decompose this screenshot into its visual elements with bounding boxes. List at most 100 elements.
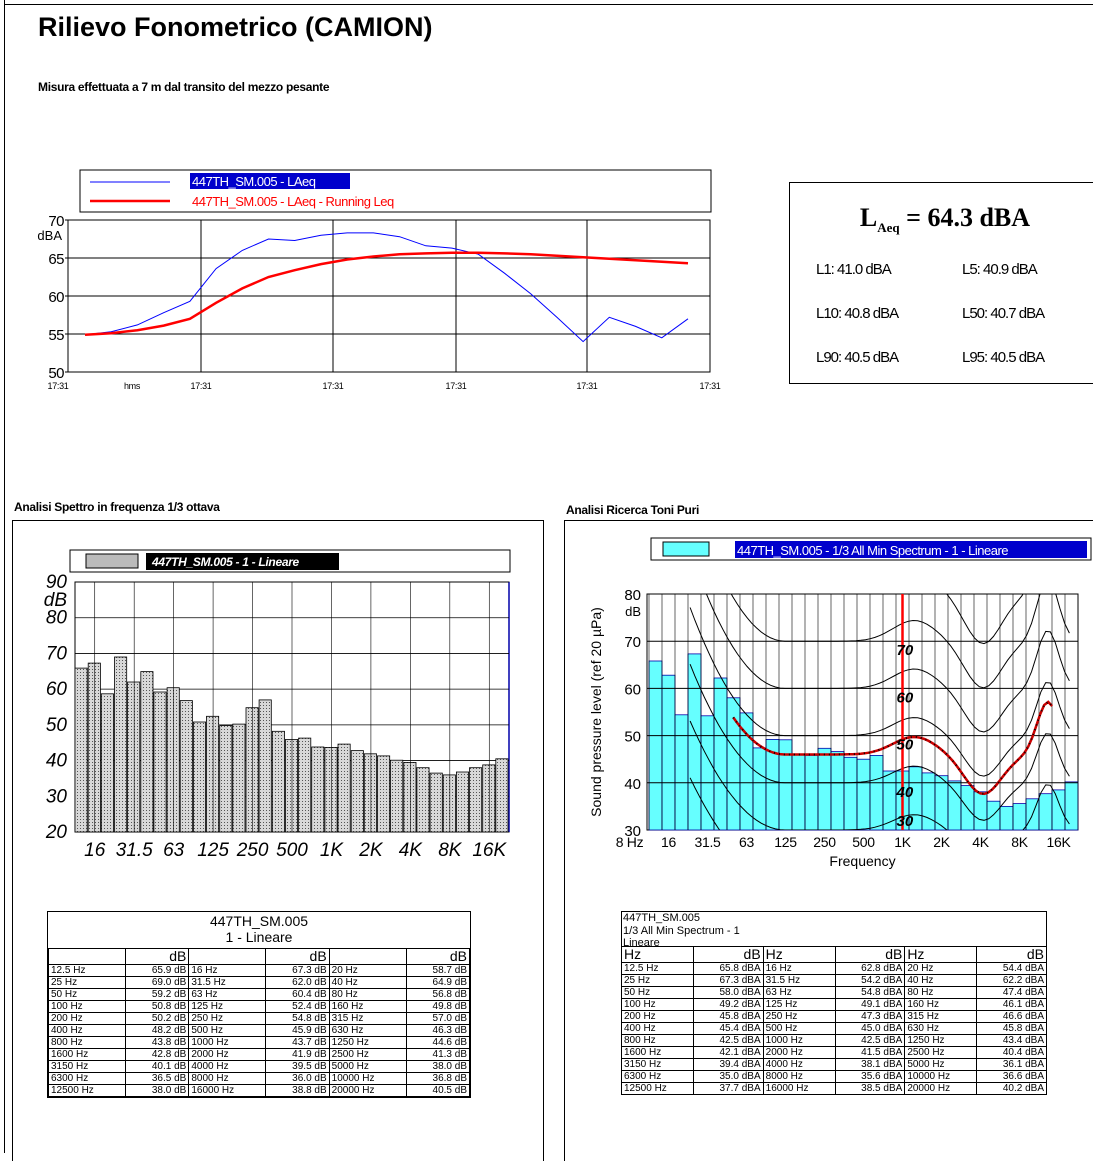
x-tick-label: 17:31: [47, 381, 68, 391]
table-cell-level: 58.7 dB: [405, 964, 471, 977]
table-cell-frequency: 6300 Hz: [48, 1072, 126, 1085]
spectrum-bar: [311, 746, 325, 833]
legend-label: 447TH_SM.005 - 1 - Lineare: [151, 555, 300, 569]
table-cell-frequency: 3150 Hz: [620, 1058, 695, 1071]
tones-bar: [752, 747, 767, 831]
table-cell-frequency: 4000 Hz: [762, 1058, 836, 1071]
spectrum-bar: [87, 662, 101, 833]
legend-box: [79, 169, 712, 213]
x-axis-label: Frequency: [829, 853, 895, 869]
tones-panel: [564, 520, 1093, 1161]
tones-bar: [817, 747, 832, 831]
table-row: 12500 Hz 38.0 dB 16000 Hz 38.8 dB 20000 Hz 40…: [48, 1084, 471, 1097]
table-cell-frequency: 63 Hz: [762, 986, 836, 999]
x-tick-label: 1K: [894, 834, 911, 850]
table-cell-frequency: 10000 Hz: [904, 1070, 978, 1083]
table-cell-frequency: 20000 Hz: [904, 1082, 978, 1095]
table-cell-level: 49.8 dB: [405, 1000, 471, 1013]
table-row: 1600 Hz 42.8 dB 2000 Hz 41.9 dB 2500 Hz 41.3 …: [48, 1048, 471, 1061]
tones-bar: [1051, 789, 1066, 831]
legend-label-bg: [735, 541, 1087, 558]
table-cell-level: 37.7 dBA: [693, 1082, 764, 1095]
tones-bar: [1012, 803, 1027, 831]
spectrum-bar: [166, 687, 180, 833]
tones-bar: [661, 674, 676, 831]
l10-value: L10: 40.8 dBA: [816, 305, 899, 322]
y-tick-label: 70: [46, 643, 68, 664]
table-row: 3150 Hz 40.1 dB 4000 Hz 39.5 dB 5000 Hz 38.0 …: [48, 1060, 471, 1073]
table-cell-frequency: 5000 Hz: [904, 1058, 978, 1071]
x-tick-label: hms: [124, 381, 141, 391]
laeq-value: = 64.3 dBA: [899, 203, 1031, 232]
table-cell-level: 42.8 dB: [124, 1048, 190, 1061]
table-header-cell: dB: [124, 948, 190, 965]
table-cell-frequency: 50 Hz: [620, 986, 695, 999]
table-cell-frequency: 6300 Hz: [620, 1070, 695, 1083]
tones-bar: [843, 756, 858, 831]
spectrum-table-subtitle: 1 - Lineare: [225, 929, 293, 945]
tones-table-grid: Hz dB Hz dB Hz dB 12.5 Hz 65.8 dBA 16 Hz 62.8 dBA…: [620, 946, 1047, 1095]
spectrum-bar: [403, 761, 417, 833]
table-cell-frequency: 630 Hz: [328, 1024, 407, 1037]
tones-bar: [713, 677, 728, 831]
table-cell-level: 69.0 dB: [124, 976, 190, 989]
spectrum-chart: 447TH_SM.005 - 1 - Lineare 90 80 70 60 50 40 3…: [44, 549, 511, 860]
section-spectrum-title: Analisi Spettro in frequenza 1/3 ottava: [14, 500, 220, 514]
table-cell-level: 42.1 dBA: [693, 1046, 764, 1059]
x-tick-label: 31.5: [694, 834, 721, 850]
table-cell-level: 35.0 dBA: [693, 1070, 764, 1083]
x-tick-label: 250: [236, 840, 269, 860]
series-line-laeq: [84, 232, 689, 343]
table-row: 25 Hz 69.0 dB 31.5 Hz 62.0 dB 40 Hz 64.9 dB: [48, 976, 471, 989]
contour-curve: [730, 594, 1070, 689]
table-cell-level: 45.8 dBA: [976, 1022, 1047, 1035]
table-cell-level: 48.2 dB: [124, 1024, 190, 1037]
spectrum-table-grid: dB dB dB 12.5 Hz 65.9 dB 16 Hz 67.3 dB 20 Hz 58.…: [48, 948, 471, 1097]
table-cell-frequency: 16 Hz: [188, 964, 267, 977]
y-tick-label: 50: [46, 715, 68, 736]
table-cell-level: 36.1 dBA: [976, 1058, 1047, 1071]
table-cell-level: 41.3 dB: [405, 1048, 471, 1061]
y-tick-label: 80: [46, 608, 68, 629]
table-cell-frequency: 2500 Hz: [904, 1046, 978, 1059]
spectrum-bar: [482, 764, 496, 833]
table-row: 3150 Hz 39.4 dBA 4000 Hz 38.1 dBA 5000 Hz 36.…: [620, 1058, 1047, 1071]
table-cell-level: 59.2 dB: [124, 988, 190, 1001]
series-line-running-leq: [84, 251, 689, 337]
tones-plot: Sound pressure level (ref 20 µPa) 80 70 60 5…: [588, 587, 1079, 869]
table-row: 12.5 Hz 65.9 dB 16 Hz 67.3 dB 20 Hz 58.7 dB: [48, 964, 471, 977]
table-row: 25 Hz 67.3 dBA 31.5 Hz 54.2 dBA 40 Hz 62.2 dB…: [620, 974, 1047, 987]
tones-bar: [804, 754, 819, 831]
table-cell-frequency: 20000 Hz: [328, 1084, 407, 1097]
table-cell-frequency: 400 Hz: [620, 1022, 695, 1035]
table-cell-level: 56.8 dB: [405, 988, 471, 1001]
table-cell-frequency: 800 Hz: [620, 1034, 695, 1047]
l1-value: L1: 41.0 dBA: [816, 261, 892, 278]
table-cell-frequency: 250 Hz: [762, 1010, 836, 1023]
table-cell-level: 47.3 dBA: [834, 1010, 906, 1023]
spectrum-bar: [416, 767, 430, 833]
table-cell-level: 54.4 dBA: [976, 962, 1047, 975]
l95-value: L95: 40.5 dBA: [962, 349, 1045, 366]
spectrum-bar: [390, 759, 404, 833]
table-header-cell: [188, 948, 267, 965]
x-tick-label: 2K: [933, 834, 950, 850]
table-cell-level: 44.6 dB: [405, 1036, 471, 1049]
table-cell-frequency: 500 Hz: [188, 1024, 267, 1037]
table-row: 12500 Hz 37.7 dBA 16000 Hz 38.5 dBA 20000 Hz…: [620, 1082, 1047, 1095]
x-tick-label: 63: [739, 834, 754, 850]
spectrum-legend: 447TH_SM.005 - 1 - Lineare: [69, 549, 511, 573]
tones-bar: [999, 805, 1014, 831]
table-row: 200 Hz 50.2 dB 250 Hz 54.8 dB 315 Hz 57.0 dB: [48, 1012, 471, 1025]
legend-label-laeq: 447TH_SM.005 - LAeq: [192, 174, 316, 189]
curve-label: 50: [897, 737, 914, 754]
spectrum-bar: [337, 743, 351, 833]
table-cell-level: 39.5 dB: [265, 1060, 330, 1073]
y-tick-label: 40: [624, 776, 641, 793]
table-cell-level: 46.1 dBA: [976, 998, 1047, 1011]
x-tick-label: 8K: [438, 840, 463, 860]
x-tick-label: 17:31: [699, 381, 720, 391]
table-row: 800 Hz 42.5 dBA 1000 Hz 42.5 dBA 1250 Hz 43.4…: [620, 1034, 1047, 1047]
table-cell-level: 40.5 dB: [405, 1084, 471, 1097]
tones-bar: [700, 715, 715, 831]
